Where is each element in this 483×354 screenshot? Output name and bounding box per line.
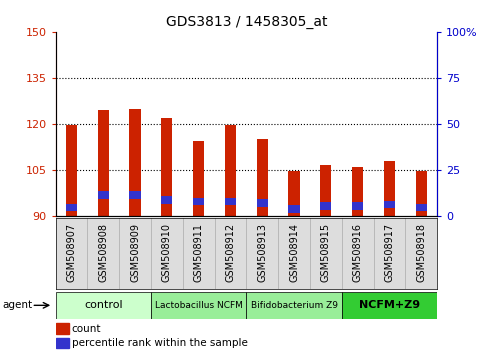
Text: agent: agent: [2, 300, 32, 310]
Bar: [352, 167, 363, 216]
Bar: [246, 292, 342, 319]
Text: GSM508909: GSM508909: [130, 223, 140, 282]
Bar: [352, 202, 363, 210]
Bar: [225, 198, 236, 205]
Bar: [193, 141, 204, 216]
Bar: [193, 198, 204, 205]
Text: GSM508918: GSM508918: [416, 223, 426, 282]
Bar: [288, 171, 299, 216]
Text: percentile rank within the sample: percentile rank within the sample: [71, 338, 247, 348]
Text: GSM508907: GSM508907: [67, 223, 76, 282]
Bar: [161, 118, 172, 216]
Bar: [256, 199, 268, 207]
Text: GSM508915: GSM508915: [321, 223, 331, 282]
Text: GSM508912: GSM508912: [226, 223, 235, 282]
Text: NCFM+Z9: NCFM+Z9: [359, 300, 420, 310]
Text: count: count: [71, 324, 101, 334]
Text: GSM508913: GSM508913: [257, 223, 267, 282]
Bar: [56, 292, 151, 319]
Bar: [225, 125, 236, 216]
Text: GSM508911: GSM508911: [194, 223, 204, 282]
Bar: [161, 196, 172, 204]
Bar: [151, 292, 246, 319]
Text: GSM508916: GSM508916: [353, 223, 363, 282]
Bar: [66, 125, 77, 216]
Bar: [288, 205, 299, 213]
Bar: [98, 192, 109, 199]
Bar: [66, 204, 77, 211]
Text: Lactobacillus NCFM: Lactobacillus NCFM: [155, 301, 242, 310]
Bar: [320, 202, 331, 210]
Bar: [384, 161, 395, 216]
Title: GDS3813 / 1458305_at: GDS3813 / 1458305_at: [166, 16, 327, 29]
Bar: [129, 192, 141, 199]
Bar: [416, 204, 427, 211]
Bar: [384, 201, 395, 208]
Text: Bifidobacterium Z9: Bifidobacterium Z9: [251, 301, 338, 310]
Bar: [416, 171, 427, 216]
Bar: [342, 292, 437, 319]
Bar: [320, 165, 331, 216]
Bar: [129, 109, 141, 216]
Text: GSM508917: GSM508917: [384, 223, 395, 282]
Bar: [98, 110, 109, 216]
Bar: [256, 139, 268, 216]
Text: GSM508914: GSM508914: [289, 223, 299, 282]
Text: GSM508908: GSM508908: [98, 223, 108, 282]
Bar: [56, 337, 69, 348]
Bar: [56, 324, 69, 334]
Text: GSM508910: GSM508910: [162, 223, 172, 282]
Text: control: control: [84, 300, 123, 310]
